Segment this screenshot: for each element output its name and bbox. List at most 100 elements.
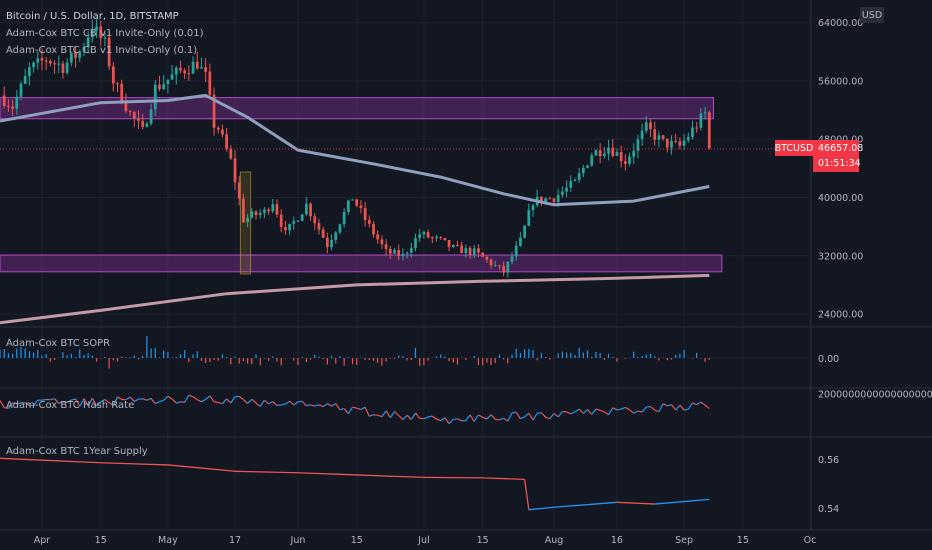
candle-body [116,83,119,85]
candle-body [435,236,438,238]
hash-rate-segment [591,408,597,415]
hash-rate-segment [385,410,391,419]
hash-rate-segment [188,394,194,398]
indicator-label-1[interactable]: Adam-Cox BTC CB v1 Invite-Only (0.01) [6,28,204,39]
price-tick-label: 64000.00 [818,18,863,29]
candle-body [682,140,686,146]
candle-body [602,153,606,157]
hash-rate-segment [66,399,72,403]
candle-body [246,217,249,223]
candle-body [170,74,174,80]
hash-rate-segment [662,403,668,407]
price-tick-label: 56000.00 [818,76,863,87]
supply-label[interactable]: Adam-Cox BTC 1Year Supply [6,446,148,457]
candle-body [69,52,73,63]
hash-rate-segment [331,403,337,407]
candle-body [699,113,703,128]
hash-rate-segment [369,414,374,417]
hash-rate-segment [226,398,232,404]
price-tick-label: 32000.00 [818,251,863,262]
candle-body [351,199,354,201]
candle-body [225,134,228,149]
time-tick-label: 15 [477,535,489,546]
hash-rate-segment [486,414,492,420]
candle-body [267,209,270,212]
candle-body [242,198,245,223]
hash-rate-label[interactable]: Adam-Cox BTC Hash Rate [6,400,134,411]
candle-body [481,252,485,257]
hash-rate-segment [134,398,139,402]
hash-rate-segment [50,398,55,401]
candle-body [11,106,14,109]
supply-tick-label: 0.54 [818,504,839,515]
hash-rate-segment [440,417,446,422]
candle-body [577,173,581,180]
candle-body [355,199,359,206]
candle-body [456,245,459,247]
candle-body [540,196,543,203]
hash-rate-segment [364,406,370,417]
candle-body [477,248,480,253]
candle-body [607,147,610,154]
time-tick-label: 15 [95,535,107,546]
hash-rate-segment [255,402,261,407]
hash-rate-segment [465,414,471,421]
hash-rate-segment [196,399,202,403]
candle-body [313,216,317,224]
indicator-label-2[interactable]: Adam-Cox BTC CB v1 Invite-Only (0.1) [6,45,197,56]
hash-rate-segment [285,400,290,405]
candle-body [405,252,409,254]
supply-segment [167,464,236,472]
candle-body [204,67,208,72]
hash-rate-segment [213,401,219,404]
hash-rate-segment [247,398,253,404]
candle-body [686,136,690,141]
hash-rate-segment [150,398,156,405]
candle-body [200,67,203,69]
price-zone [0,254,723,273]
candle-body [665,138,669,148]
candle-body [229,148,233,159]
candle-body [254,211,258,215]
hash-rate-segment [343,408,349,415]
sma-long-line [0,273,710,325]
candle-body [90,30,94,38]
hash-rate-segment [205,395,211,400]
hash-rate-segment [24,402,30,407]
candle-body [86,37,90,47]
hash-rate-segment [511,411,517,414]
candle-body [691,127,694,137]
time-tick-label: Aug [545,535,564,546]
candle-body [544,198,547,203]
sopr-tick-label: 0.00 [818,354,839,365]
candle-body [103,37,107,39]
hash-rate-segment [478,414,483,418]
candle-body [670,140,673,148]
candle-body [237,182,241,199]
hash-rate-segment [230,396,236,404]
sopr-label[interactable]: Adam-Cox BTC SOPR [6,338,110,349]
candle-body [443,237,447,241]
hash-rate-segment [658,403,664,413]
hash-rate-segment [58,401,64,405]
hash-rate-segment [604,411,609,416]
candle-body [623,161,627,164]
hash-rate-segment [87,397,93,407]
candle-body [174,67,178,75]
hash-rate-segment [377,414,383,418]
candle-body [590,155,594,166]
candle-body [510,256,514,262]
candle-body [363,207,367,220]
hash-rate-segment [394,411,400,416]
last-price-value: 46657.08 [818,143,863,154]
symbol-title[interactable]: Bitcoin / U.S. Dollar, 1D, BITSTAMP [6,11,179,22]
supply-segment [616,501,655,505]
currency-badge[interactable] [860,7,884,23]
supply-segment [528,506,555,511]
candle-body [61,63,65,73]
hash-rate-segment [79,398,85,407]
candle-body [309,203,312,217]
hash-rate-segment [163,395,169,401]
